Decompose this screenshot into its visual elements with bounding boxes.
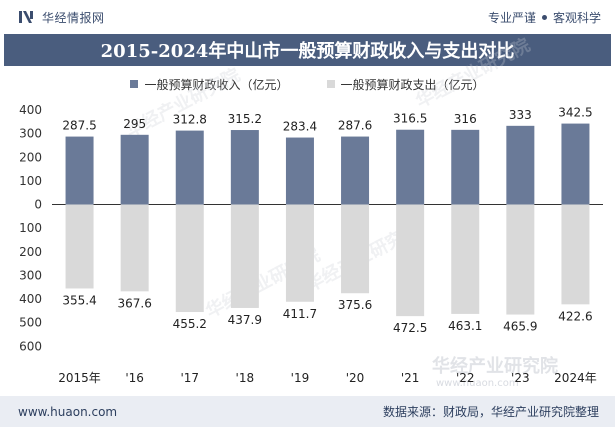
- expenditure-bar: [506, 204, 535, 315]
- y-tick-label: 100: [19, 174, 42, 188]
- y-tick-label: 200: [19, 245, 42, 259]
- footer: www.huaon.com 数据来源：财政局，华经产业研究院整理: [0, 396, 615, 427]
- income-bar: [175, 130, 204, 205]
- x-tick-label: '17: [180, 371, 199, 385]
- y-tick-label: 100: [19, 221, 42, 235]
- y-tick-label: 600: [19, 339, 42, 353]
- income-bar: [65, 136, 94, 205]
- expenditure-bar: [561, 204, 590, 305]
- expenditure-data-label: 422.6: [558, 309, 592, 323]
- x-tick-label: 2024年: [554, 371, 597, 385]
- y-tick-label: 0: [34, 198, 42, 212]
- income-bar: [285, 137, 314, 205]
- x-tick-label: '21: [401, 371, 420, 385]
- expenditure-data-label: 411.7: [283, 307, 317, 321]
- expenditure-bar: [230, 204, 259, 308]
- income-bar: [561, 123, 590, 205]
- income-bar: [451, 129, 480, 205]
- huajing-logo-icon: [19, 11, 33, 23]
- watermark-text: 华经产业研究院: [432, 355, 558, 377]
- expenditure-bar: [396, 204, 425, 317]
- x-tick-label: '16: [125, 371, 144, 385]
- expenditure-bar: [285, 204, 314, 302]
- y-tick-label: 400: [19, 103, 42, 117]
- legend-swatch-expenditure: [326, 80, 335, 88]
- expenditure-data-label: 437.9: [228, 313, 262, 327]
- x-tick-label: '23: [511, 371, 530, 385]
- income-data-label: 312.8: [173, 113, 207, 127]
- income-data-label: 283.4: [283, 120, 317, 134]
- expenditure-bar: [341, 204, 370, 294]
- chart-title: 2015-2024年中山市一般预算财政收入与支出对比: [4, 34, 611, 66]
- watermark-text: 华经产业研究院: [412, 34, 534, 113]
- income-data-label: 315.2: [228, 112, 262, 126]
- income-data-label: 287.6: [338, 119, 372, 133]
- income-bar: [341, 136, 370, 205]
- chart-legend: 一般预算财政收入（亿元） 一般预算财政支出（亿元）: [0, 74, 615, 94]
- income-data-label: 295: [123, 117, 146, 131]
- expenditure-data-label: 355.4: [62, 293, 96, 307]
- income-data-label: 287.5: [62, 119, 96, 133]
- legend-item-income: 一般预算财政收入（亿元）: [130, 76, 289, 93]
- expenditure-data-label: 465.9: [503, 320, 537, 334]
- footer-source: 数据来源：财政局，华经产业研究院整理: [382, 405, 599, 419]
- income-data-label: 333: [509, 108, 532, 122]
- tagline-right: 客观科学: [552, 10, 601, 25]
- tagline: 专业严谨 客观科学: [488, 9, 601, 26]
- expenditure-bar: [175, 204, 204, 313]
- income-bar: [120, 134, 149, 205]
- tagline-left: 专业严谨: [487, 10, 536, 25]
- income-data-label: 342.5: [558, 106, 592, 120]
- brand: 华经情报网: [18, 9, 105, 26]
- legend-swatch-income: [130, 80, 139, 88]
- expenditure-data-label: 455.2: [173, 317, 207, 331]
- y-tick-label: 400: [19, 292, 42, 306]
- legend-item-expenditure: 一般预算财政支出（亿元）: [326, 76, 485, 93]
- legend-label-expenditure: 一般预算财政支出（亿元）: [340, 77, 485, 92]
- x-tick-label: '20: [346, 371, 365, 385]
- expenditure-bar: [65, 204, 94, 289]
- expenditure-bar: [451, 204, 480, 314]
- income-bar: [230, 130, 259, 205]
- footer-website: www.huaon.com: [18, 404, 118, 419]
- top-bar: 华经情报网 专业严谨 客观科学: [0, 0, 615, 34]
- y-tick-label: 200: [19, 150, 42, 164]
- expenditure-data-label: 463.1: [448, 319, 482, 333]
- x-tick-label: '18: [236, 371, 255, 385]
- income-bar: [506, 125, 535, 205]
- brand-name: 华经情报网: [42, 10, 105, 25]
- expenditure-data-label: 367.6: [117, 296, 151, 310]
- x-tick-label: 2015年: [58, 371, 101, 385]
- expenditure-data-label: 472.5: [393, 321, 427, 335]
- legend-label-income: 一般预算财政收入（亿元）: [144, 77, 289, 92]
- income-data-label: 316: [454, 112, 477, 126]
- income-bar: [396, 129, 425, 205]
- watermark-url: www.huaon.com: [436, 378, 519, 389]
- income-data-label: 316.5: [393, 112, 427, 126]
- y-tick-label: 300: [19, 127, 42, 141]
- expenditure-data-label: 375.6: [338, 298, 372, 312]
- y-tick-label: 300: [19, 268, 42, 282]
- x-tick-label: '19: [291, 371, 310, 385]
- expenditure-bar: [120, 204, 149, 292]
- y-tick-label: 500: [19, 316, 42, 330]
- tagline-separator-dot: [541, 14, 547, 20]
- x-tick-label: '22: [456, 371, 475, 385]
